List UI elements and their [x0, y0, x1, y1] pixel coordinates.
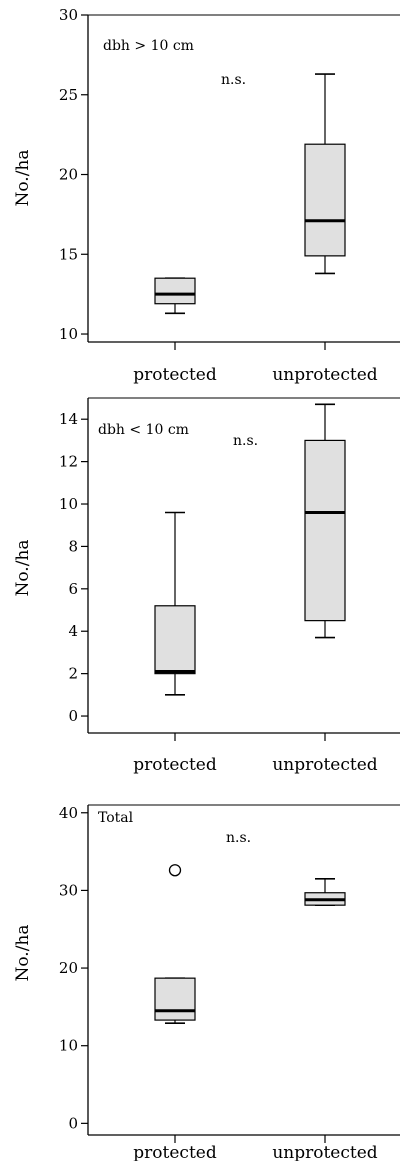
box-protected — [154, 277, 196, 315]
box-protected — [154, 864, 196, 1024]
y-tick-label: 30 — [59, 881, 78, 899]
significance-note: n.s. — [233, 433, 258, 449]
significance-note: n.s. — [226, 830, 251, 846]
x-tick-label: unprotected — [272, 365, 377, 385]
y-tick-label: 25 — [59, 86, 78, 104]
iqr-box — [154, 977, 196, 1021]
panel-dbh-lt-10: 0 2 4 6 8 10 12 14 No./ha dbh < 10 cm n.s. protecte… — [13, 397, 400, 775]
y-tick-label: 14 — [59, 410, 78, 428]
y-tick-label: 8 — [68, 537, 78, 555]
iqr-box — [154, 277, 196, 305]
y-tick-label: 0 — [68, 707, 78, 725]
box-unprotected — [304, 403, 346, 639]
y-tick-label: 10 — [59, 325, 78, 343]
panel-label: dbh > 10 cm — [103, 38, 194, 54]
y-tick-label: 12 — [59, 453, 78, 471]
significance-note: n.s. — [221, 72, 246, 88]
iqr-box — [304, 439, 346, 622]
y-axis-label: No./ha — [13, 924, 33, 981]
x-tick-label: protected — [133, 1143, 217, 1161]
y-tick-label: 30 — [59, 6, 78, 24]
y-tick-label: 20 — [59, 166, 78, 184]
box-unprotected — [304, 73, 346, 275]
x-tick-label: protected — [133, 365, 217, 385]
y-tick-label: 20 — [59, 959, 78, 977]
y-tick-label: 10 — [59, 495, 78, 513]
y-tick-label: 2 — [68, 665, 78, 683]
y-tick-label: 10 — [59, 1037, 78, 1055]
y-tick-label: 40 — [59, 804, 78, 822]
iqr-box — [154, 605, 196, 675]
panel-label: Total — [98, 810, 134, 826]
y-tick-label: 6 — [68, 580, 78, 598]
panel-label: dbh < 10 cm — [98, 422, 189, 438]
y-tick-label: 0 — [68, 1114, 78, 1132]
iqr-box — [304, 143, 346, 257]
x-tick-label: unprotected — [272, 1143, 377, 1161]
x-tick-label: protected — [133, 755, 217, 775]
y-tick-label: 4 — [68, 622, 78, 640]
x-tick-label: unprotected — [272, 755, 377, 775]
box-protected — [154, 511, 196, 696]
y-tick-label: 15 — [59, 245, 78, 263]
y-axis-label: No./ha — [13, 539, 33, 596]
panel-total: 0 10 20 30 40 No./ha Total n.s. protected unprote… — [13, 804, 400, 1161]
panel-dbh-gt-10: 10 15 20 25 30 No./ha dbh > 10 cm n.s. protected… — [13, 6, 400, 385]
box-unprotected — [304, 877, 346, 906]
outlier-point — [168, 864, 182, 877]
y-axis-label: No./ha — [13, 149, 33, 206]
